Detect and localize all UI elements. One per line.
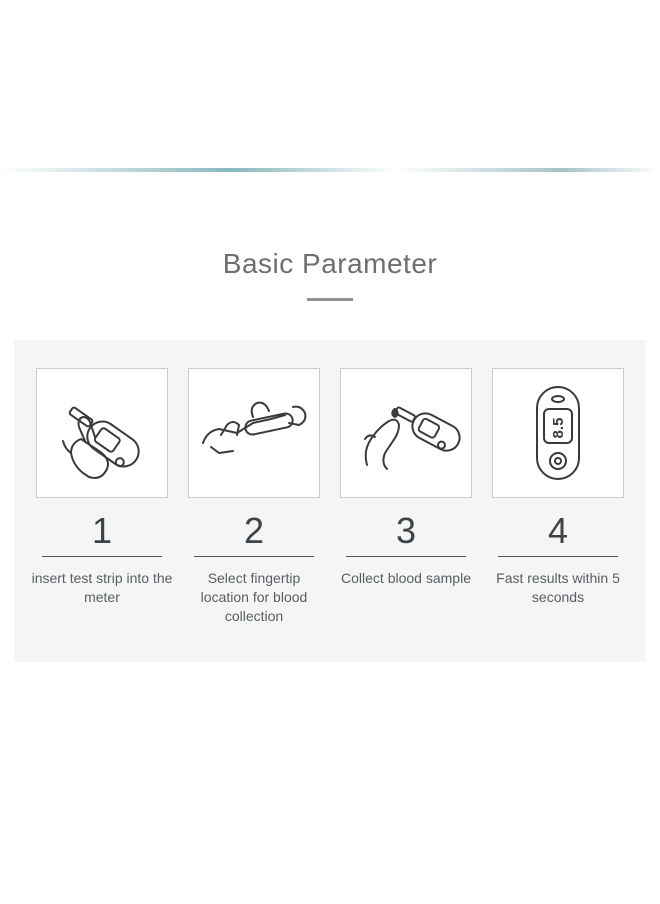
step-4-illustration: 8.5 <box>492 368 624 498</box>
steps-card: 1 insert test strip into the meter 2 <box>14 340 646 662</box>
select-fingertip-icon <box>193 373 315 493</box>
insert-strip-icon <box>41 373 163 493</box>
meter-display-value: 8.5 <box>550 418 567 439</box>
step-3-underline <box>346 556 466 557</box>
gradient-divider-bar <box>0 168 660 172</box>
step-3-description: Collect blood sample <box>339 569 473 588</box>
step-4-underline <box>498 556 618 557</box>
step-3-number: 3 <box>396 510 416 552</box>
step-2-number: 2 <box>244 510 264 552</box>
step-1-description: insert test strip into the meter <box>30 569 175 607</box>
step-1-illustration <box>36 368 168 498</box>
section-title: Basic Parameter <box>0 248 660 280</box>
step-1-underline <box>42 556 162 557</box>
step-2-underline <box>194 556 314 557</box>
step-1: 1 insert test strip into the meter <box>30 368 175 642</box>
step-4: 8.5 4 Fast results within 5 seconds <box>486 368 631 642</box>
step-3: 3 Collect blood sample <box>334 368 479 642</box>
section-title-underline <box>307 298 353 301</box>
step-1-number: 1 <box>92 510 112 552</box>
step-2-illustration <box>188 368 320 498</box>
meter-result-icon: 8.5 <box>497 373 619 493</box>
step-4-description: Fast results within 5 seconds <box>486 569 631 607</box>
step-3-illustration <box>340 368 472 498</box>
step-2-description: Select fingertip location for blood coll… <box>182 569 327 626</box>
step-2: 2 Select fingertip location for blood co… <box>182 368 327 642</box>
collect-blood-icon <box>345 373 467 493</box>
step-4-number: 4 <box>548 510 568 552</box>
